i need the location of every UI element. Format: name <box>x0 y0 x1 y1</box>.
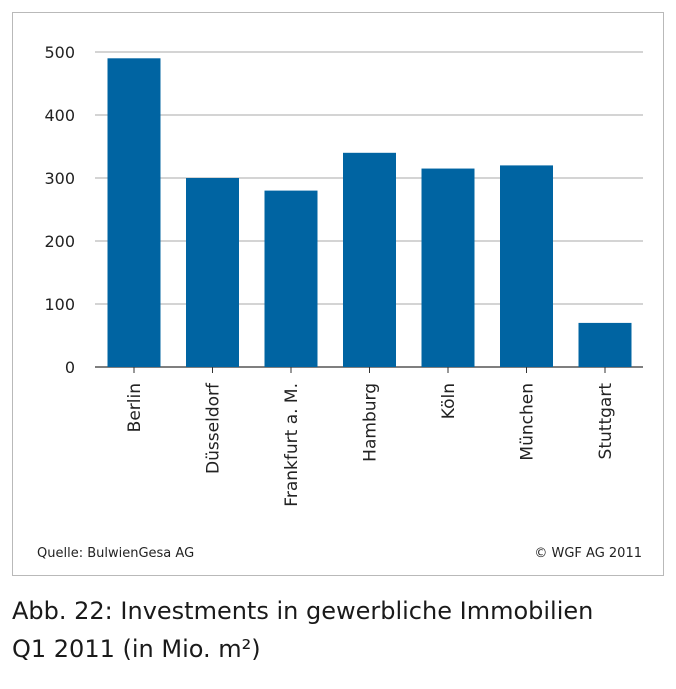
y-tick-label: 300 <box>44 169 75 188</box>
x-tick-label: Stuttgart <box>596 383 616 460</box>
bar-chart: 0 100 200 300 400 500 Berlin Düsseldorf Frankfur… <box>44 43 643 507</box>
x-tick-label: Berlin <box>125 383 145 432</box>
x-tick-label: Hamburg <box>361 383 381 462</box>
bar <box>421 168 475 367</box>
caption-line-2: Q1 2011 (in Mio. m²) <box>12 635 261 663</box>
bar <box>107 58 161 368</box>
bar <box>578 322 632 367</box>
y-tick-label: 400 <box>44 106 75 125</box>
bar <box>343 152 396 367</box>
y-tick-label: 0 <box>65 358 75 377</box>
caption-line-1: Abb. 22: Investments in gewerbliche Immo… <box>12 597 594 625</box>
figure-caption: Abb. 22: Investments in gewerbliche Immo… <box>12 592 662 668</box>
x-tick-label: München <box>518 383 538 461</box>
y-tick-label: 100 <box>44 295 75 314</box>
y-tick-label: 200 <box>44 232 75 251</box>
bar <box>500 165 553 367</box>
x-tick-label: Düsseldorf <box>204 382 224 474</box>
bar <box>264 190 318 367</box>
y-tick-label: 500 <box>44 43 75 62</box>
source-note: Quelle: BulwienGesa AG <box>37 546 195 561</box>
bar <box>186 178 239 367</box>
copyright-note: © WGF AG 2011 <box>534 546 642 561</box>
x-tick-label: Frankfurt a. M. <box>282 383 302 507</box>
x-tick-label: Köln <box>439 383 459 419</box>
